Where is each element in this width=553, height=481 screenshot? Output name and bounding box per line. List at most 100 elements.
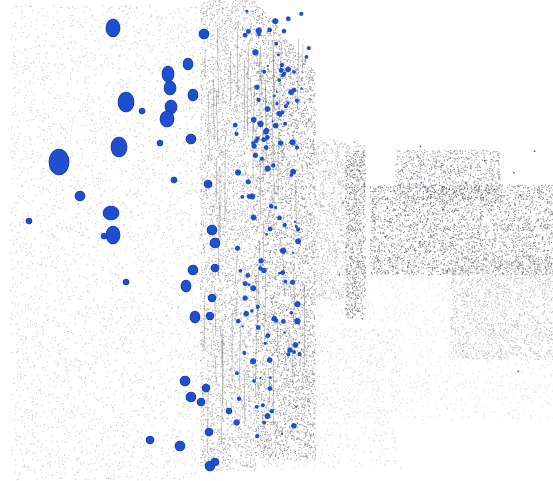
- blue-point: [242, 295, 248, 301]
- blue-point: [257, 33, 261, 37]
- blue-point: [185, 133, 197, 145]
- blue-point: [267, 226, 273, 232]
- facade-streak: [224, 149, 226, 220]
- blue-point: [267, 27, 272, 33]
- blue-point: [102, 205, 120, 221]
- facade-streak: [218, 203, 220, 273]
- blue-point: [283, 104, 288, 109]
- blue-point: [281, 319, 286, 324]
- blue-point: [238, 269, 243, 273]
- blue-point: [250, 285, 257, 292]
- blue-point: [245, 28, 251, 34]
- blue-point: [252, 379, 256, 383]
- point-speckle: [345, 150, 366, 320]
- blue-point: [242, 281, 248, 287]
- blue-point: [242, 32, 248, 38]
- blue-point: [483, 159, 486, 162]
- facade-streak: [215, 91, 219, 146]
- facade-streak: [297, 39, 300, 110]
- blue-point: [278, 67, 284, 73]
- facade-streak: [243, 375, 246, 423]
- blue-point: [291, 423, 297, 429]
- blue-point: [277, 53, 280, 57]
- blue-point: [232, 122, 238, 128]
- blue-point: [285, 66, 291, 73]
- blue-point: [295, 405, 298, 408]
- blue-point: [298, 341, 301, 344]
- blue-point: [110, 136, 128, 158]
- blue-point: [262, 69, 267, 74]
- blue-point: [278, 271, 281, 275]
- blue-point: [207, 293, 217, 303]
- blue-point: [306, 46, 311, 51]
- blue-point: [283, 279, 288, 284]
- blue-point: [283, 331, 286, 334]
- blue-point: [235, 371, 239, 376]
- facade-streak: [262, 123, 264, 182]
- blue-point: [236, 396, 242, 401]
- blue-point: [187, 264, 199, 276]
- facade-streak: [260, 46, 263, 97]
- blue-point: [263, 341, 267, 345]
- blue-point: [255, 304, 260, 309]
- blue-point: [281, 432, 284, 435]
- blue-point: [105, 225, 121, 245]
- blue-point: [262, 420, 267, 425]
- blue-point: [290, 168, 297, 175]
- blue-point: [271, 120, 274, 123]
- blue-point: [419, 145, 422, 148]
- blue-point: [271, 163, 276, 168]
- blue-point: [242, 350, 246, 355]
- facade-streak: [294, 179, 297, 225]
- facade-streak: [221, 384, 224, 446]
- blue-point: [258, 258, 264, 264]
- blue-point: [258, 266, 263, 271]
- facade-streak: [273, 49, 275, 112]
- facade-streak: [208, 92, 210, 149]
- facade-streak: [259, 155, 262, 220]
- blue-point: [182, 57, 194, 71]
- blue-point: [261, 137, 266, 142]
- blue-point: [512, 171, 515, 174]
- facade-streak: [214, 285, 216, 336]
- blue-point: [204, 427, 214, 437]
- blue-point: [342, 202, 344, 204]
- blue-point: [201, 383, 211, 393]
- blue-point: [292, 70, 296, 74]
- facade-streak: [215, 359, 217, 384]
- point-speckle: [395, 149, 501, 201]
- blue-point: [272, 94, 276, 98]
- blue-point: [251, 143, 257, 149]
- blue-point: [206, 224, 218, 236]
- blue-point: [282, 222, 287, 228]
- blue-point: [105, 18, 121, 38]
- blue-point: [259, 377, 262, 380]
- facade-streak: [220, 325, 223, 368]
- blue-point: [294, 225, 298, 228]
- blue-point: [269, 409, 274, 414]
- blue-point: [245, 273, 251, 278]
- blue-point: [255, 325, 261, 330]
- facade-streak: [217, 27, 219, 102]
- blue-point: [295, 145, 299, 150]
- blue-point: [286, 101, 290, 105]
- blue-point: [159, 110, 175, 128]
- facade-streak: [293, 262, 295, 292]
- blue-point: [294, 301, 301, 308]
- blue-point: [243, 310, 249, 317]
- facade-streak: [236, 28, 239, 101]
- facade-streak: [264, 276, 266, 337]
- blue-point: [266, 357, 273, 363]
- blue-point: [269, 376, 272, 379]
- blue-point: [338, 274, 341, 276]
- facade-streak: [215, 159, 218, 204]
- blue-point: [256, 97, 261, 103]
- point-speckle: [370, 184, 553, 276]
- blue-point: [48, 148, 70, 176]
- blue-point: [277, 140, 284, 146]
- blue-point: [185, 391, 197, 403]
- blue-point: [209, 237, 221, 249]
- blue-point: [235, 169, 242, 176]
